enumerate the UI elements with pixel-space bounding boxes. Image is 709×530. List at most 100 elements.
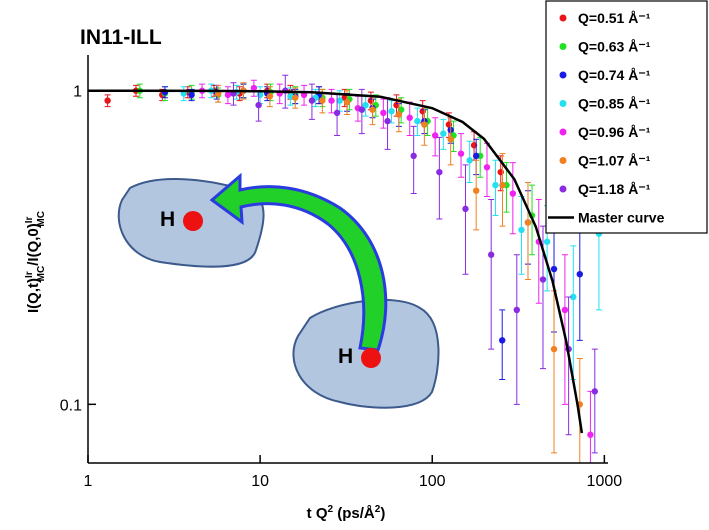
error-bar [561, 254, 568, 405]
error-bar [473, 159, 480, 231]
hydrogen-dot [361, 348, 381, 368]
data-point [410, 152, 417, 160]
data-point [509, 190, 517, 197]
x-axis-label: t Q2 (ps/Å2) [307, 504, 386, 522]
y-label-part: /I(Q,0) [25, 223, 42, 266]
data-point [333, 109, 341, 117]
data-point [550, 345, 558, 353]
data-point [328, 97, 335, 104]
atom-label: H [338, 345, 353, 368]
y-label-sub: MC [36, 266, 47, 282]
data-point [397, 106, 405, 113]
data-point [224, 91, 232, 99]
data-point [487, 251, 495, 258]
x-tick-label: 1000 [587, 473, 623, 490]
legend-label: Q=1.18 Å⁻¹ [578, 181, 651, 197]
jump-arrow [209, 172, 388, 352]
x-label-part: ) [380, 505, 385, 522]
data-point [292, 94, 299, 101]
y-tick-label: 1 [73, 84, 82, 101]
x-label-part: t Q [307, 505, 328, 522]
data-point [406, 114, 413, 121]
error-bar [436, 136, 443, 220]
legend-label: Q=0.63 Å⁻¹ [578, 39, 651, 55]
error-bar [576, 229, 583, 341]
x-label-part: (ps/Å [333, 505, 375, 522]
data-point [319, 97, 326, 104]
legend-label: Q=0.51 Å⁻¹ [578, 10, 651, 26]
legend-box [545, 0, 708, 234]
data-point [518, 226, 525, 234]
data-point [499, 337, 506, 344]
data-point [414, 117, 421, 125]
data-point [470, 142, 478, 149]
data-point [369, 106, 376, 113]
data-point [462, 205, 469, 213]
error-bar [591, 348, 598, 454]
data-point [466, 157, 473, 164]
data-point [362, 101, 369, 109]
legend-marker [559, 71, 567, 79]
error-bar [488, 198, 495, 350]
data-point [472, 152, 480, 160]
error-bar [565, 296, 572, 436]
data-point [499, 181, 506, 189]
illustration: H H [117, 172, 440, 409]
error-bar [513, 254, 520, 405]
y-tick-label: 0.1 [60, 397, 82, 414]
error-bar [518, 195, 525, 275]
y-axis-label: I(Q,t)IrMC/I(Q,0)IrMC [24, 211, 47, 313]
data-point [395, 111, 403, 118]
chart-title: IN11-ILL [80, 26, 162, 49]
hydrogen-dot [183, 211, 203, 231]
data-point [380, 109, 387, 117]
data-point [255, 101, 262, 109]
error-bar [462, 164, 469, 275]
data-point [483, 164, 491, 171]
legend-marker [559, 185, 567, 193]
error-bar [524, 181, 531, 281]
data-point [367, 97, 375, 104]
y-label-sub: MC [36, 211, 47, 227]
legend-marker [559, 100, 567, 107]
data-point [543, 238, 551, 245]
data-point [587, 431, 594, 438]
error-bar [499, 309, 506, 380]
data-point [436, 168, 443, 176]
data-point [550, 265, 558, 273]
error-bar [410, 125, 417, 195]
data-point [524, 219, 532, 226]
y-label-sup: Ir [24, 271, 35, 278]
error-bar [570, 245, 577, 380]
error-bar [535, 198, 542, 304]
data-point [308, 97, 316, 104]
data-point [561, 306, 569, 314]
data-point [388, 108, 395, 115]
data-point [570, 293, 577, 301]
data-point [472, 187, 480, 194]
data-point [419, 108, 426, 115]
data-point [104, 97, 111, 104]
legend-label: Q=1.07 Å⁻¹ [578, 153, 651, 169]
legend-label: Q=0.96 Å⁻¹ [578, 124, 651, 140]
legend-label: Master curve [578, 210, 665, 226]
x-tick-label: 100 [419, 473, 446, 490]
y-label-sup: Ir [24, 216, 35, 223]
data-point [358, 106, 366, 113]
data-point [266, 93, 274, 100]
error-bar [499, 153, 506, 227]
legend: Q=0.51 Å⁻¹ Q=0.63 Å⁻¹ Q=0.74 Å⁻¹ Q=0.85 Å⁻¹… [545, 0, 708, 234]
error-bar [551, 290, 558, 454]
data-point [188, 91, 195, 99]
data-point [539, 276, 547, 283]
legend-marker [559, 14, 567, 22]
legend-label: Q=0.74 Å⁻¹ [578, 67, 651, 83]
legend-marker [559, 157, 567, 164]
x-tick-label: 10 [251, 473, 269, 490]
data-point [336, 97, 343, 104]
legend-marker [559, 128, 567, 136]
data-point [513, 306, 521, 314]
legend-label: Q=0.85 Å⁻¹ [578, 96, 651, 112]
plot-area [88, 74, 603, 463]
